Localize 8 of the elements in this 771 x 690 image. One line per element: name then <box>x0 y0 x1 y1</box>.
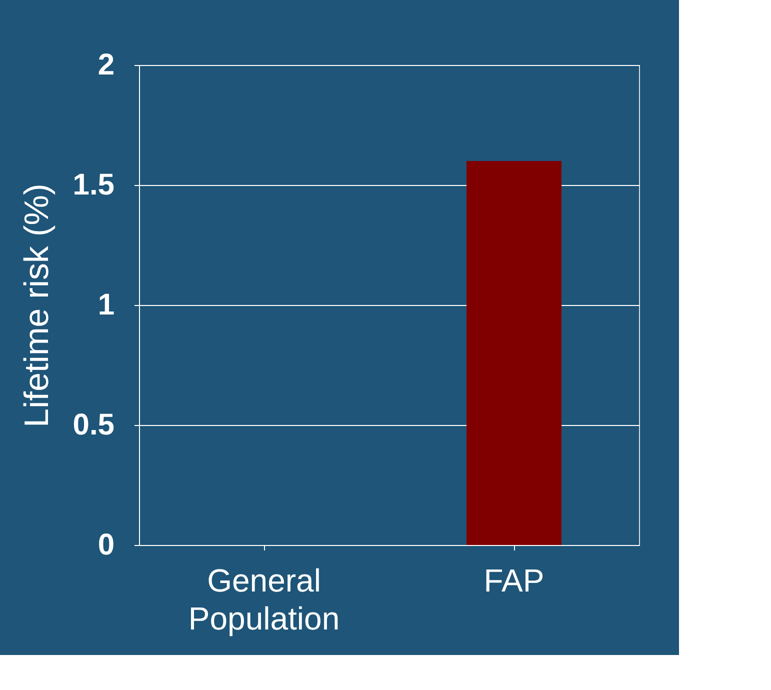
y-tick-label: 1.5 <box>72 168 114 202</box>
x-tick-label: General Population <box>188 562 340 636</box>
y-axis-title: Lifetime risk (%) <box>18 184 56 428</box>
y-tick-label: 0 <box>98 528 114 562</box>
y-tick-label: 2 <box>98 48 114 82</box>
x-tick-label: FAP <box>484 562 544 598</box>
y-tick-label: 1 <box>98 288 114 322</box>
y-tick-label: 0.5 <box>72 408 114 442</box>
